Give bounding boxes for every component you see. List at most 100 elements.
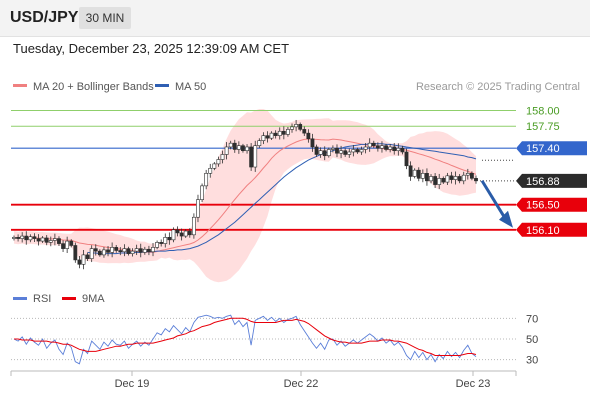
candle — [384, 143, 388, 152]
candle-body — [12, 237, 16, 239]
candle-body — [228, 142, 233, 148]
candle-body — [175, 229, 180, 234]
candle — [404, 148, 409, 170]
candle — [179, 228, 184, 241]
candle-body — [191, 216, 196, 236]
candle — [93, 244, 98, 256]
forecast-arrow-shaft — [480, 179, 508, 221]
candle — [416, 167, 421, 182]
candle-body — [400, 147, 405, 153]
candle — [142, 246, 147, 255]
candle — [433, 173, 438, 188]
candle — [306, 129, 311, 143]
candle — [122, 244, 127, 257]
symbol-label: USD/JPY — [10, 9, 79, 26]
level-label: 157.75 — [526, 121, 560, 133]
candle-body — [212, 163, 217, 169]
candle-body — [110, 247, 115, 253]
candle-body — [122, 248, 127, 253]
x-tick-label: Dec 19 — [115, 378, 150, 390]
candle-body — [429, 176, 433, 182]
candle — [437, 173, 442, 189]
candle-body — [179, 232, 184, 237]
candle — [420, 169, 425, 183]
rsi-plot: 70 50 30 — [11, 313, 538, 367]
candle — [269, 131, 274, 141]
price-plot — [11, 109, 516, 283]
candle-body — [371, 142, 376, 146]
candle-body — [253, 145, 258, 168]
candle — [155, 240, 159, 250]
candle-body — [65, 240, 70, 249]
candle — [445, 172, 450, 185]
candle — [241, 143, 245, 153]
candle-body — [200, 185, 204, 200]
candle-body — [326, 149, 331, 157]
candle — [134, 244, 139, 256]
candle-body — [204, 173, 209, 187]
candle-body — [196, 199, 200, 218]
candle — [61, 240, 65, 253]
candle — [85, 252, 90, 262]
candle-body — [331, 147, 335, 150]
candle — [474, 175, 478, 184]
candle — [24, 231, 29, 245]
bollinger-band — [14, 109, 476, 283]
candle — [232, 139, 237, 153]
candle — [257, 138, 262, 149]
x-axis: Dec 19 Dec 22 Dec 23 — [115, 371, 490, 390]
candle — [102, 246, 106, 258]
candle — [441, 176, 446, 184]
candle — [191, 213, 196, 239]
candle-body — [408, 165, 413, 177]
candle — [118, 247, 123, 256]
rsi-line — [13, 314, 477, 365]
legend-swatch-ma50 — [155, 84, 169, 87]
candle — [16, 234, 20, 242]
candle-body — [147, 248, 151, 253]
candle-body — [102, 249, 106, 256]
timeframe-badge[interactable]: 30 MIN — [79, 7, 131, 29]
candle-body — [93, 248, 98, 252]
candle-body — [339, 150, 343, 154]
candle-body — [208, 167, 213, 174]
candle-body — [24, 235, 29, 241]
candle-body — [167, 237, 172, 241]
candle-body — [61, 243, 65, 249]
candle — [408, 161, 413, 181]
candle — [12, 235, 16, 241]
candle — [69, 239, 74, 248]
candle — [359, 146, 364, 155]
candle-body — [343, 150, 348, 155]
level-tag-text: 156.88 — [526, 176, 560, 188]
candle-body — [20, 235, 25, 239]
candle-body — [298, 124, 303, 130]
candle-body — [453, 176, 458, 180]
candle — [167, 232, 172, 245]
candle — [114, 244, 119, 253]
candle-body — [420, 173, 425, 179]
candle-body — [294, 124, 299, 128]
candle — [224, 142, 229, 160]
candle — [253, 140, 258, 172]
candle-body — [416, 169, 421, 179]
candle — [392, 143, 397, 155]
candle-body — [232, 142, 237, 150]
candle — [375, 142, 380, 152]
candle — [302, 126, 307, 137]
candle — [196, 194, 200, 223]
candle — [245, 144, 249, 154]
candle-body — [290, 126, 294, 130]
candle-body — [412, 169, 417, 177]
price-levels: 158.00 157.75 157.40 156.88 156.50 156.10 — [480, 106, 587, 237]
candle-body — [81, 254, 86, 265]
candle — [335, 144, 339, 158]
candle — [310, 133, 315, 152]
candle — [380, 141, 384, 153]
candle — [465, 168, 470, 180]
candle-body — [359, 149, 364, 153]
level-tag: 157.40 — [516, 141, 587, 156]
level-tag: 156.50 — [516, 197, 587, 212]
candle — [44, 235, 49, 246]
